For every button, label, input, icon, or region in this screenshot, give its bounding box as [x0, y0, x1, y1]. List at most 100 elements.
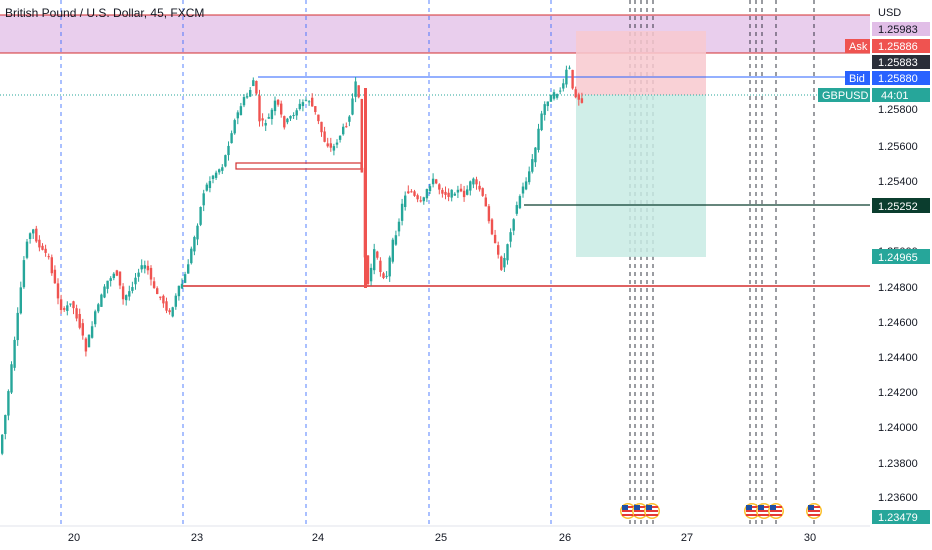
candle-body [245, 96, 249, 98]
price-tick-label: 1.25800 [878, 104, 918, 116]
candle-body [338, 135, 342, 140]
candle-body [444, 191, 447, 195]
us-flag-event-icon[interactable] [768, 503, 784, 519]
candle-body [462, 190, 466, 198]
candles [1, 65, 584, 456]
candle-body [391, 239, 394, 262]
us-flag-event-icon[interactable] [620, 503, 636, 519]
candle-body [311, 97, 314, 107]
candle-body [512, 219, 515, 231]
candle-body [100, 294, 103, 307]
candle-body [441, 189, 444, 194]
candle-body [84, 338, 88, 352]
candle-body [342, 126, 345, 135]
us-flag-event-icon[interactable] [806, 503, 822, 519]
price-tick-label: 1.25400 [878, 176, 918, 188]
currency-label: USD [878, 7, 901, 19]
candle-body [7, 391, 10, 416]
candle-body [211, 175, 215, 179]
candle-body [53, 269, 57, 284]
candle-body [364, 88, 367, 288]
candle-body [320, 121, 323, 133]
candle-body [125, 295, 128, 301]
candle-body [379, 260, 382, 273]
candle-body [298, 103, 301, 110]
short-position-reward[interactable] [576, 95, 706, 257]
candle-body [78, 314, 81, 328]
candle-body [475, 179, 478, 185]
candle-body [4, 415, 7, 435]
short-position-risk[interactable] [576, 31, 706, 95]
candle-body [407, 191, 410, 194]
candle-body [552, 92, 556, 99]
candle-body [242, 97, 246, 106]
candle-body [283, 116, 286, 128]
us-flag-event-icon[interactable] [756, 503, 772, 519]
candle-body [528, 171, 531, 183]
candle-body [41, 245, 44, 250]
candle-body [28, 233, 32, 239]
candle-body [500, 256, 503, 270]
candle-body [75, 308, 78, 319]
price-tick-label: 1.25600 [878, 141, 918, 153]
svg-text:Bid: Bid [849, 73, 865, 85]
tag-bottom: 1.23479 [872, 510, 930, 524]
candle-body [25, 241, 29, 258]
candle-body [19, 287, 22, 314]
svg-text:1.25886: 1.25886 [878, 41, 918, 53]
candle-body [90, 326, 94, 338]
candle-body [38, 239, 41, 248]
candle-body [196, 225, 199, 240]
candle-body [193, 237, 196, 252]
candle-body [118, 271, 122, 286]
tag-level-1: 1.25252 [872, 198, 930, 213]
candle-body [376, 251, 379, 258]
candle-body [165, 301, 168, 311]
time-tick-label: 24 [312, 532, 324, 544]
candle-body [22, 260, 26, 288]
candle-body [580, 98, 584, 103]
candle-body [524, 181, 528, 190]
candle-body [490, 219, 494, 235]
candle-body [128, 291, 131, 297]
candle-body [187, 264, 190, 274]
candle-body [109, 278, 112, 281]
candle-body [394, 235, 398, 245]
us-flag-event-icon[interactable] [632, 503, 648, 519]
candle-body [121, 286, 125, 300]
candle-body [574, 89, 577, 98]
candle-body [422, 197, 425, 202]
candle-body [218, 169, 221, 173]
time-tick-label: 20 [68, 532, 80, 544]
tag-bid: Bid 1.25880 [845, 71, 930, 85]
candle-body [143, 265, 146, 269]
candle-body [255, 80, 258, 94]
candle-body [10, 364, 13, 393]
time-axis[interactable]: 20 23 24 25 26 27 30 [68, 532, 816, 544]
candle-body [335, 142, 339, 145]
candle-body [295, 110, 298, 116]
candle-body [236, 112, 239, 119]
candle-body [493, 234, 497, 244]
candle-body [47, 256, 50, 258]
price-tick-label: 1.24000 [878, 422, 918, 434]
candle-body [56, 283, 60, 299]
candle-body [435, 179, 438, 184]
candle-body [466, 189, 469, 195]
candle-body [447, 192, 450, 197]
candle-body [227, 145, 230, 156]
price-tick-label: 1.24600 [878, 317, 918, 329]
price-tick-label: 1.24800 [878, 282, 918, 294]
candle-body [397, 221, 401, 232]
tag-top: 1.25983 [872, 22, 930, 36]
us-flag-event-icon[interactable] [644, 503, 660, 519]
svg-text:1.25983: 1.25983 [878, 24, 918, 36]
candle-body [261, 118, 264, 121]
candle-body [149, 267, 153, 280]
candle-body [146, 265, 150, 271]
supply-zone[interactable] [0, 15, 870, 53]
us-flag-event-icon[interactable] [744, 503, 760, 519]
candle-body [351, 98, 354, 115]
